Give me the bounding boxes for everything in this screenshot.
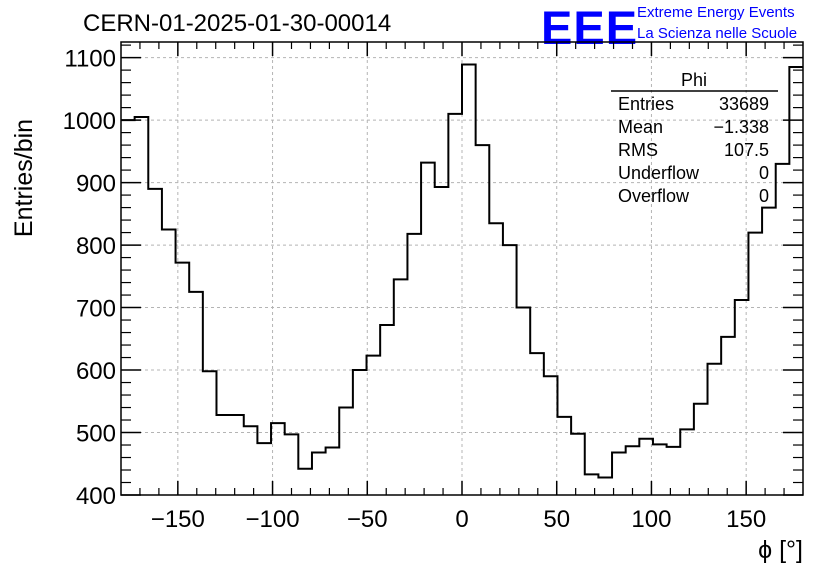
stats-label-rms: RMS <box>618 140 658 160</box>
x-tick-label: 0 <box>455 506 468 533</box>
stats-label-overflow: Overflow <box>618 186 690 206</box>
x-tick-label: 150 <box>726 506 766 533</box>
run-title: CERN-01-2025-01-30-00014 <box>83 10 392 37</box>
y-tick-label: 800 <box>76 233 116 260</box>
x-tick-label: 100 <box>631 506 671 533</box>
stats-value-rms: 107.5 <box>724 140 769 160</box>
y-tick-label: 600 <box>76 358 116 385</box>
x-tick-label: −150 <box>151 506 205 533</box>
x-axis-label: ϕ [°] <box>758 536 803 564</box>
stats-value-underflow: 0 <box>759 163 769 183</box>
x-tick-label: −50 <box>347 506 388 533</box>
stats-value-entries: 33689 <box>719 94 769 114</box>
axis-ticks <box>121 42 803 496</box>
tick-labels: −150 −100 −50 0 50 100 150 400 500 600 700 800 900 10… <box>63 46 767 533</box>
y-tick-label: 1000 <box>63 108 116 135</box>
y-axis-label: Entries/bin <box>10 119 38 237</box>
stats-label-entries: Entries <box>618 94 674 114</box>
stats-label-mean: Mean <box>618 117 663 137</box>
stats-value-overflow: 0 <box>759 186 769 206</box>
logo-subtitle-2: La Scienza nelle Scuole <box>637 25 798 42</box>
stats-title: Phi <box>681 70 707 90</box>
histogram-series <box>121 63 803 479</box>
y-tick-label: 900 <box>76 171 116 198</box>
y-tick-label: 400 <box>76 483 116 510</box>
stats-value-mean: −1.338 <box>713 117 769 137</box>
y-tick-label: 1100 <box>64 46 116 73</box>
x-tick-label: −100 <box>246 506 300 533</box>
logo-subtitle-1: Extreme Energy Events <box>637 4 795 21</box>
stats-box: Phi Entries 33689 Mean −1.338 RMS 107.5 … <box>611 70 778 206</box>
y-tick-label: 700 <box>76 296 116 323</box>
x-tick-label: 50 <box>543 506 570 533</box>
stats-label-underflow: Underflow <box>618 163 700 183</box>
y-tick-label: 500 <box>76 421 116 448</box>
